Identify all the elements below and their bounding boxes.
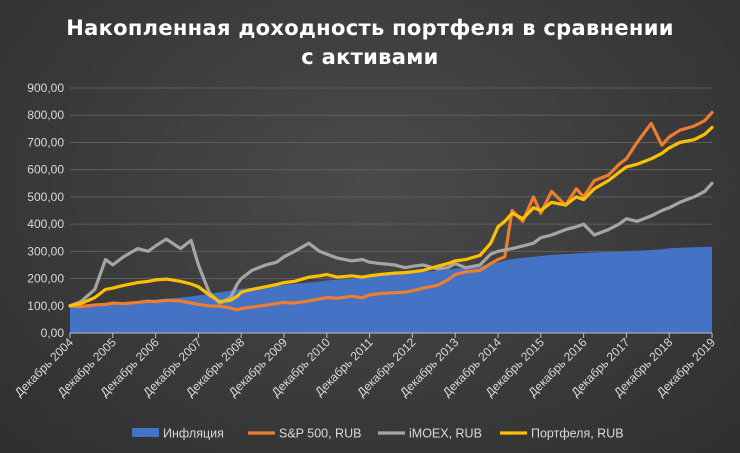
y-tick-label: 700,00 [27,135,64,149]
chart-title-line2: с активами [301,45,439,69]
y-axis-ticks: 0,00 100,00 200,00 300,00 400,00 500,00 600,00… [27,81,64,340]
x-axis [69,332,713,338]
y-tick-label: 400,00 [27,217,64,231]
y-tick-label: 0,00 [41,326,65,340]
legend-label: Портфеля, RUB [531,427,624,441]
legend-label: S&P 500, RUB [279,427,361,441]
y-tick-label: 800,00 [27,108,64,122]
legend: Инфляция S&P 500, RUB iMOEX, RUB Портфеля, … [132,427,624,441]
series-line-portfolio [68,125,714,308]
series-area-inflation [70,246,712,333]
legend-label: Инфляция [163,427,224,441]
series-group [68,110,714,333]
series-line-sp500 [68,110,714,312]
chart-title-line1: Накопленная доходность портфеля в сравне… [66,16,674,40]
series-line-imoex [68,181,714,308]
legend-label: iMOEX, RUB [409,427,482,441]
y-tick-label: 600,00 [27,163,64,177]
y-tick-label: 300,00 [27,244,64,258]
gridlines [70,87,712,307]
y-tick-label: 200,00 [27,272,64,286]
chart-title: Накопленная доходность портфеля в сравне… [0,14,740,72]
y-tick-label: 900,00 [27,81,64,95]
y-tick-label: 500,00 [27,190,64,204]
y-tick-label: 100,00 [27,299,64,313]
legend-swatch [132,428,159,437]
